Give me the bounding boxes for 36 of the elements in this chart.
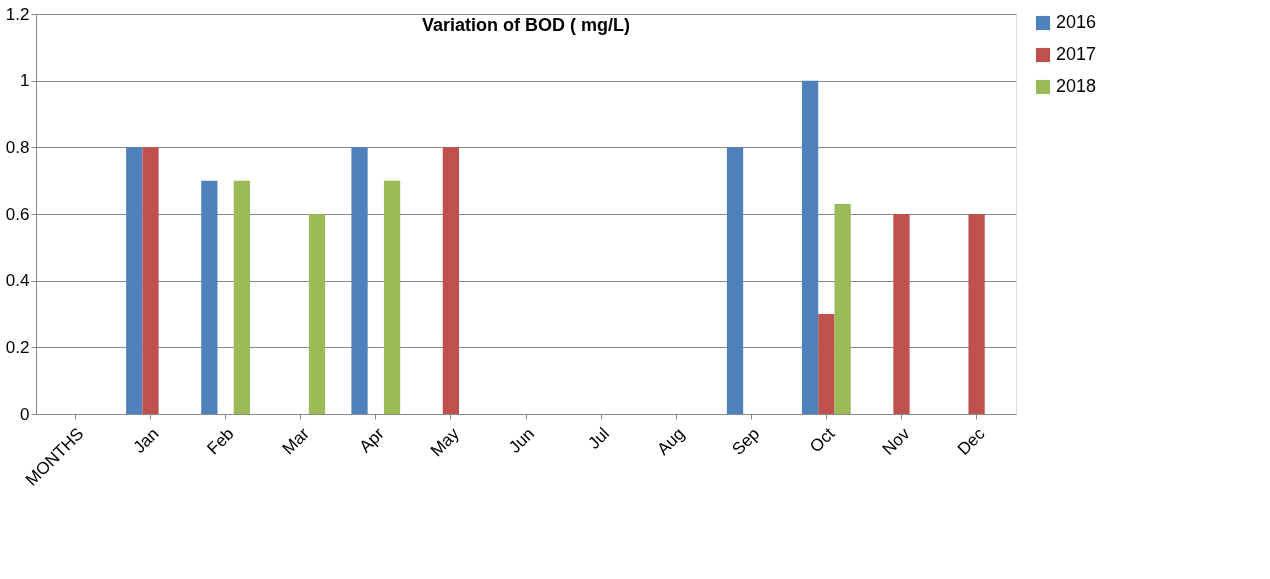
x-tick-label: Oct <box>806 423 839 457</box>
legend-label: 2018 <box>1056 76 1097 96</box>
bar <box>818 314 835 414</box>
x-tick-label: Apr <box>355 423 389 457</box>
y-tick-label: 0 <box>20 404 30 424</box>
x-tick-label: Sep <box>728 424 764 459</box>
bar <box>201 180 218 414</box>
x-tick-label: Dec <box>953 423 989 459</box>
y-tick-label: 1 <box>20 71 30 91</box>
bar <box>726 147 744 414</box>
bar <box>801 80 819 414</box>
bar <box>968 214 985 414</box>
bar <box>442 147 460 414</box>
y-tick-label: 0.6 <box>5 204 30 224</box>
bar <box>893 214 910 414</box>
y-tick-label: 0.4 <box>5 271 30 291</box>
x-tick-label: Jan <box>129 424 163 457</box>
y-tick-label: 0.2 <box>5 337 30 357</box>
x-tick-label: Feb <box>203 424 238 459</box>
x-tick-label: Jul <box>584 424 614 453</box>
x-tick-label: Mar <box>278 423 313 459</box>
x-tick-label: Jun <box>505 424 539 457</box>
bar <box>126 147 143 414</box>
bar <box>233 180 251 414</box>
x-tick-label: Aug <box>653 424 689 459</box>
legend-label: 2016 <box>1056 12 1097 32</box>
chart-title: Variation of BOD ( mg/L) <box>421 15 631 35</box>
bar <box>351 147 368 414</box>
bar <box>308 214 326 414</box>
y-tick-label: 0.8 <box>5 137 30 157</box>
bar <box>142 147 159 414</box>
legend-label: 2017 <box>1056 44 1097 64</box>
bar <box>383 180 401 414</box>
x-tick-label: Nov <box>878 423 914 459</box>
bar <box>834 204 851 414</box>
y-tick-label: 1.2 <box>5 4 30 24</box>
